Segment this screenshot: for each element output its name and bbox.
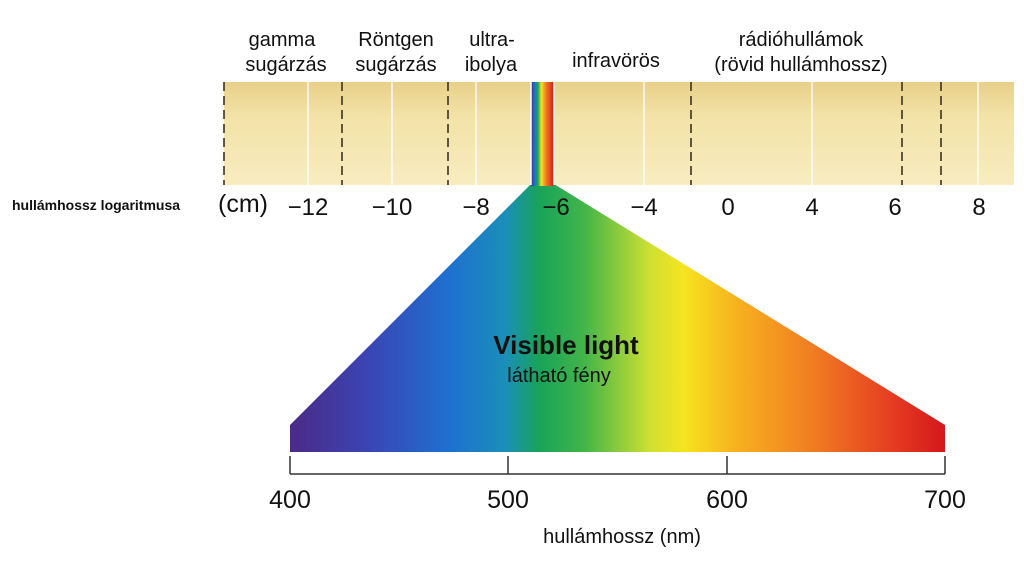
log-axis-unit: (cm)	[218, 190, 268, 218]
spectrum-band	[223, 82, 1014, 185]
log-tick-label: 0	[721, 194, 734, 221]
band-label-radio-1: rádióhullámok	[739, 29, 865, 51]
band-label-xray-1: Röntgen	[358, 29, 434, 51]
visible-light-strip	[531, 82, 554, 186]
log-tick-label: 6	[888, 194, 901, 221]
nm-tick-label: 400	[269, 486, 311, 514]
nm-axis-label: hullámhossz (nm)	[543, 526, 701, 548]
nm-tick-label: 600	[706, 486, 748, 514]
band-minor-lines	[307, 82, 979, 185]
visible-light-title: Visible light	[493, 330, 639, 360]
band-labels: gamma sugárzás Röntgen sugárzás ultra- i…	[245, 29, 887, 76]
band-label-gamma-1: gamma	[249, 29, 317, 51]
nm-axis: 400 500 600 700 hullámhossz (nm)	[269, 456, 966, 548]
band-label-infrared: infravörös	[572, 50, 660, 72]
log-axis: hullámhossz logaritmusa (cm) −12 −10 −8 …	[12, 190, 986, 221]
log-axis-ticks: −12 −10 −8 −6 −4 0 4 6 8	[288, 194, 986, 221]
log-tick-label: −6	[542, 194, 569, 221]
log-axis-label: hullámhossz logaritmusa	[12, 197, 180, 213]
band-label-uv-1: ultra-	[469, 29, 515, 51]
log-tick-label: −10	[372, 194, 413, 221]
band-label-radio-2: (rövid hullámhossz)	[714, 54, 887, 76]
band-label-uv-2: ibolya	[465, 54, 518, 76]
log-tick-label: −12	[288, 194, 329, 221]
band-label-gamma-2: sugárzás	[245, 54, 326, 76]
visible-light-fan	[290, 82, 945, 452]
log-tick-label: 8	[972, 194, 985, 221]
nm-tick-label: 500	[487, 486, 529, 514]
nm-tick-label: 700	[924, 486, 966, 514]
visible-light-trapezoid	[290, 184, 945, 452]
nm-axis-tick-labels: 400 500 600 700	[269, 486, 966, 514]
band-label-xray-2: sugárzás	[355, 54, 436, 76]
nm-axis-tick-marks	[289, 456, 946, 474]
log-tick-label: −4	[630, 194, 657, 221]
band-region-dividers	[223, 82, 942, 185]
log-tick-label: 4	[805, 194, 818, 221]
spectrum-band-background	[224, 82, 1014, 185]
log-tick-label: −8	[462, 194, 489, 221]
visible-light-subtitle: látható fény	[507, 365, 610, 387]
